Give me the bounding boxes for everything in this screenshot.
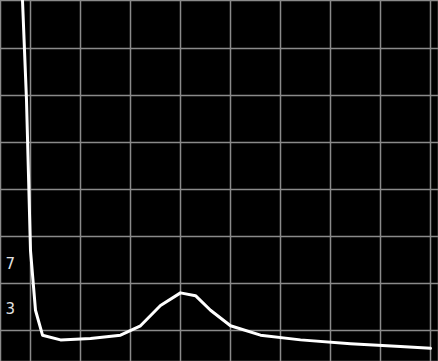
svg-text:7: 7	[6, 255, 16, 273]
svg-text:3: 3	[6, 300, 16, 318]
